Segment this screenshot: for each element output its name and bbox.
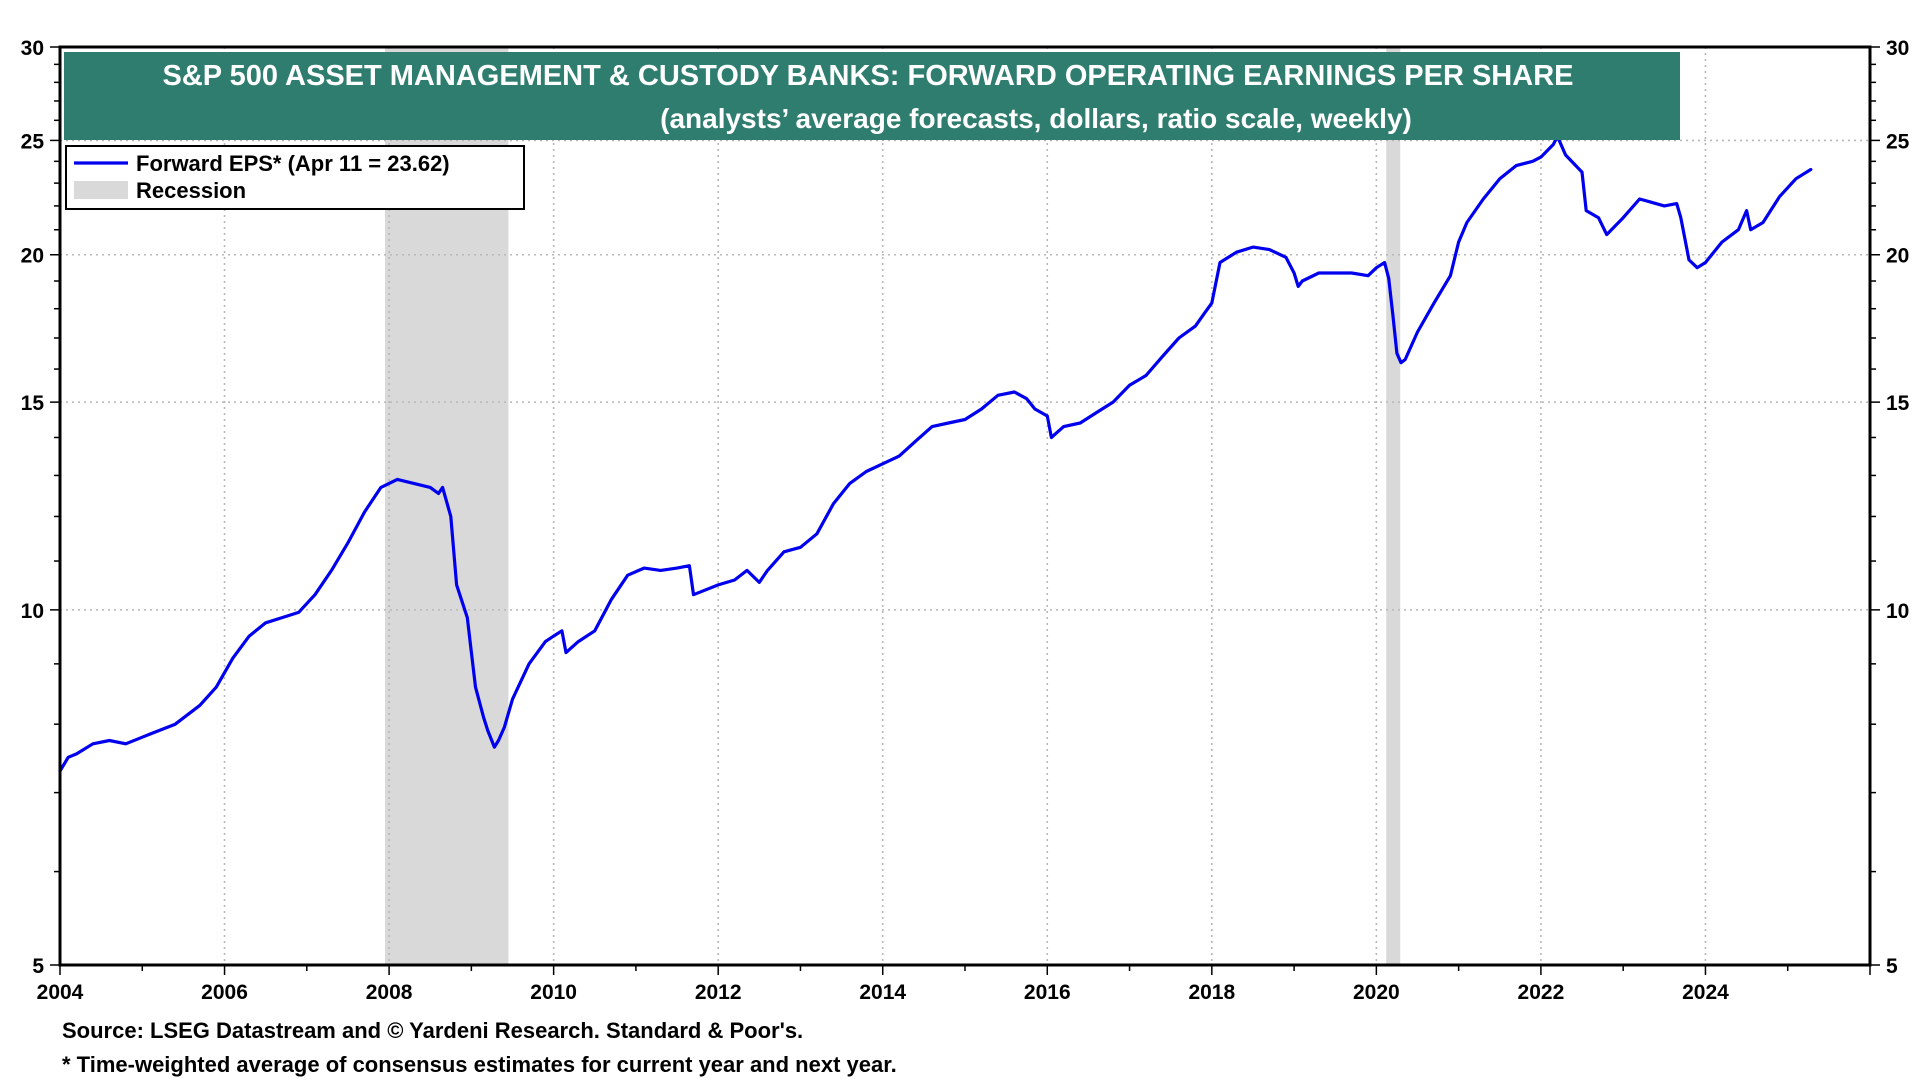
y-tick-label-left-30: 30 xyxy=(21,37,44,60)
legend-series-label: Forward EPS* (Apr 11 = 23.62) xyxy=(136,151,450,176)
source-note: Source: LSEG Datastream and © Yardeni Re… xyxy=(62,1018,804,1043)
y-tick-label-right-30: 30 xyxy=(1886,37,1909,60)
y-tick-label-left-5: 5 xyxy=(32,955,44,978)
series-layer xyxy=(58,134,1813,773)
x-tick-label-2008: 2008 xyxy=(366,981,413,1004)
y-tick-label-right-10: 10 xyxy=(1886,600,1909,623)
recession-bands xyxy=(384,47,1401,965)
y-tick-label-right-5: 5 xyxy=(1886,955,1898,978)
x-tick-label-2012: 2012 xyxy=(695,981,742,1004)
title-background xyxy=(64,52,1680,140)
x-tick-label-2024: 2024 xyxy=(1682,981,1729,1004)
x-tick-label-2020: 2020 xyxy=(1353,981,1400,1004)
x-tick-label-2014: 2014 xyxy=(859,981,906,1004)
chart-subtitle: (analysts’ average forecasts, dollars, r… xyxy=(660,103,1412,134)
gridlines xyxy=(60,47,1870,965)
title-banner: S&P 500 ASSET MANAGEMENT & CUSTODY BANKS… xyxy=(64,52,1680,140)
y-tick-label-right-25: 25 xyxy=(1886,130,1910,153)
y-tick-label-left-15: 15 xyxy=(21,392,45,415)
forward-eps-line xyxy=(58,134,1813,773)
y-tick-label-left-25: 25 xyxy=(21,130,45,153)
chart-title: S&P 500 ASSET MANAGEMENT & CUSTODY BANKS… xyxy=(163,60,1574,92)
x-tick-label-2006: 2006 xyxy=(201,981,248,1004)
legend: Forward EPS* (Apr 11 = 23.62) Recession xyxy=(65,145,525,210)
legend-recession-swatch xyxy=(74,181,128,199)
y-tick-label-left-10: 10 xyxy=(21,600,44,623)
footnote: * Time-weighted average of consensus est… xyxy=(62,1052,897,1077)
x-tick-label-2010: 2010 xyxy=(530,981,577,1004)
x-tick-label-2018: 2018 xyxy=(1188,981,1235,1004)
y-tick-label-right-20: 20 xyxy=(1886,245,1909,268)
x-tick-label-2022: 2022 xyxy=(1518,981,1565,1004)
x-tick-label-2004: 2004 xyxy=(37,981,84,1004)
recession-band-1 xyxy=(1386,47,1401,965)
legend-recession-label: Recession xyxy=(136,178,246,203)
x-tick-label-2016: 2016 xyxy=(1024,981,1071,1004)
legend-box xyxy=(65,145,525,210)
y-tick-label-right-15: 15 xyxy=(1886,392,1910,415)
y-tick-label-left-20: 20 xyxy=(21,245,44,268)
